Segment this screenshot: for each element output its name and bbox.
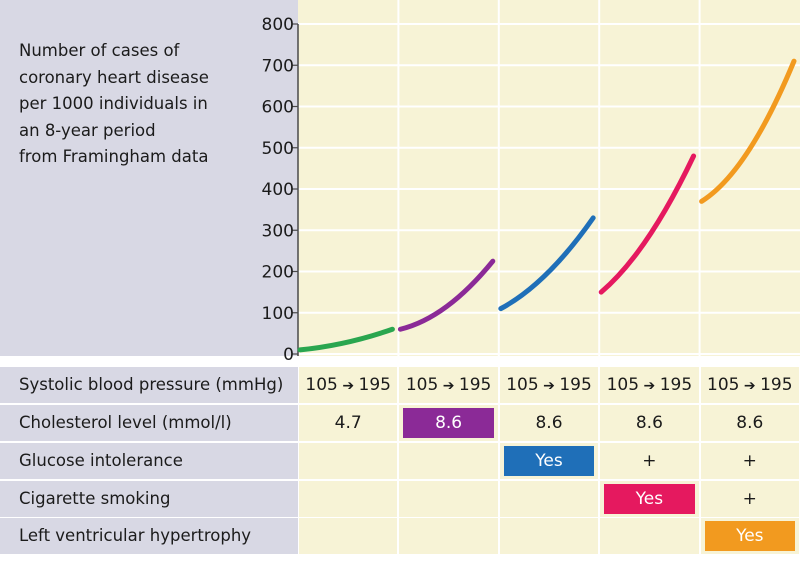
table-cell [399, 443, 498, 479]
description-line: per 1000 individuals in [19, 94, 208, 113]
description-line: Number of cases of [19, 41, 180, 60]
table-cell [499, 518, 599, 554]
table-cell: 8.6 [499, 405, 599, 441]
pressure-from: 105 [506, 375, 539, 395]
cell-value: + [742, 489, 757, 509]
cell-value: + [642, 451, 657, 471]
table-row: Systolic blood pressure (mmHg) 105 ➔ 195 1… [0, 367, 800, 403]
y-tick-label: 800 [262, 15, 294, 35]
table-row: Left ventricular hypertrophy Yes [0, 518, 800, 554]
pressure-to: 195 [659, 375, 693, 395]
table-cell [299, 443, 398, 479]
pressure-to: 195 [760, 375, 793, 395]
table-cell: 8.6 [399, 405, 498, 441]
table-row: Glucose intolerance Yes + + [0, 443, 800, 479]
highlighted-value: 8.6 [403, 408, 494, 438]
table-cell [600, 518, 699, 554]
highlighted-value: Yes [503, 446, 595, 476]
pressure-from: 105 [606, 375, 640, 395]
row-label: Left ventricular hypertrophy [0, 518, 298, 554]
table-cell: + [600, 443, 699, 479]
table-cell: 105 ➔ 195 [399, 367, 498, 403]
pressure-from: 105 [405, 375, 439, 395]
cell-value: + [742, 451, 757, 471]
cell-value: 8.6 [635, 413, 663, 433]
table-row: Cigarette smoking Yes + [0, 481, 800, 517]
table-cell: 105 ➔ 195 [499, 367, 599, 403]
series-line [397, 258, 496, 332]
arrow-icon: ➔ [438, 378, 459, 394]
arrow-icon: ➔ [739, 378, 761, 394]
row-label: Cigarette smoking [0, 481, 298, 517]
table-cell: 105 ➔ 195 [700, 367, 799, 403]
highlighted-value: Yes [704, 521, 795, 551]
highlighted-value: Yes [604, 484, 695, 514]
row-label: Glucose intolerance [0, 443, 298, 479]
description-panel: Number of cases of coronary heart diseas… [0, 0, 298, 356]
table-cell: 105 ➔ 195 [299, 367, 398, 403]
y-tick-label: 100 [262, 304, 294, 324]
pressure-from: 105 [707, 375, 740, 395]
row-label: Cholesterol level (mmol/l) [0, 405, 298, 441]
table-cell: + [700, 443, 799, 479]
series-line [498, 215, 596, 312]
cell-value: 4.7 [334, 413, 362, 433]
cell-value: 8.6 [535, 413, 563, 433]
row-label: Systolic blood pressure (mmHg) [0, 367, 298, 403]
y-tick-label: 500 [262, 139, 294, 159]
table-cell: 105 ➔ 195 [600, 367, 699, 403]
pressure-from: 105 [305, 375, 338, 395]
table-cell: + [700, 481, 799, 517]
table-cell: 8.6 [600, 405, 699, 441]
table-cell [399, 518, 498, 554]
arrow-icon: ➔ [337, 378, 359, 394]
table-cell [499, 481, 599, 517]
cell-value: 8.6 [736, 413, 764, 433]
description-line: an 8-year period [19, 120, 156, 140]
arrow-icon: ➔ [538, 378, 560, 394]
series-line [598, 153, 697, 295]
y-tick-label: 0 [283, 345, 294, 365]
pressure-to: 195 [559, 375, 592, 395]
y-tick-label: 300 [262, 221, 294, 241]
y-tick-label: 700 [262, 56, 294, 76]
table-cell: Yes [600, 481, 699, 517]
table-cell [299, 481, 398, 517]
plot-area-background [298, 0, 800, 356]
pressure-to: 195 [458, 375, 492, 395]
arrow-icon: ➔ [639, 378, 660, 394]
chart-description: Number of cases of coronary heart diseas… [19, 38, 259, 171]
table-cell: Yes [700, 518, 799, 554]
series-line [699, 58, 797, 204]
table-cell: Yes [499, 443, 599, 479]
y-tick-label: 600 [262, 98, 294, 118]
table-cell: 4.7 [299, 405, 398, 441]
pressure-to: 195 [358, 375, 391, 395]
description-line: from Framingham data [19, 147, 209, 166]
table-cell [299, 518, 398, 554]
y-tick-label: 400 [262, 180, 294, 200]
table-row: Cholesterol level (mmol/l) 4.7 8.6 8.6 8.6 8.… [0, 405, 800, 441]
y-tick-label: 200 [262, 263, 294, 283]
series-line [297, 326, 395, 353]
table-cell: 8.6 [700, 405, 799, 441]
description-line: coronary heart disease [19, 67, 209, 87]
table-cell [399, 481, 498, 517]
